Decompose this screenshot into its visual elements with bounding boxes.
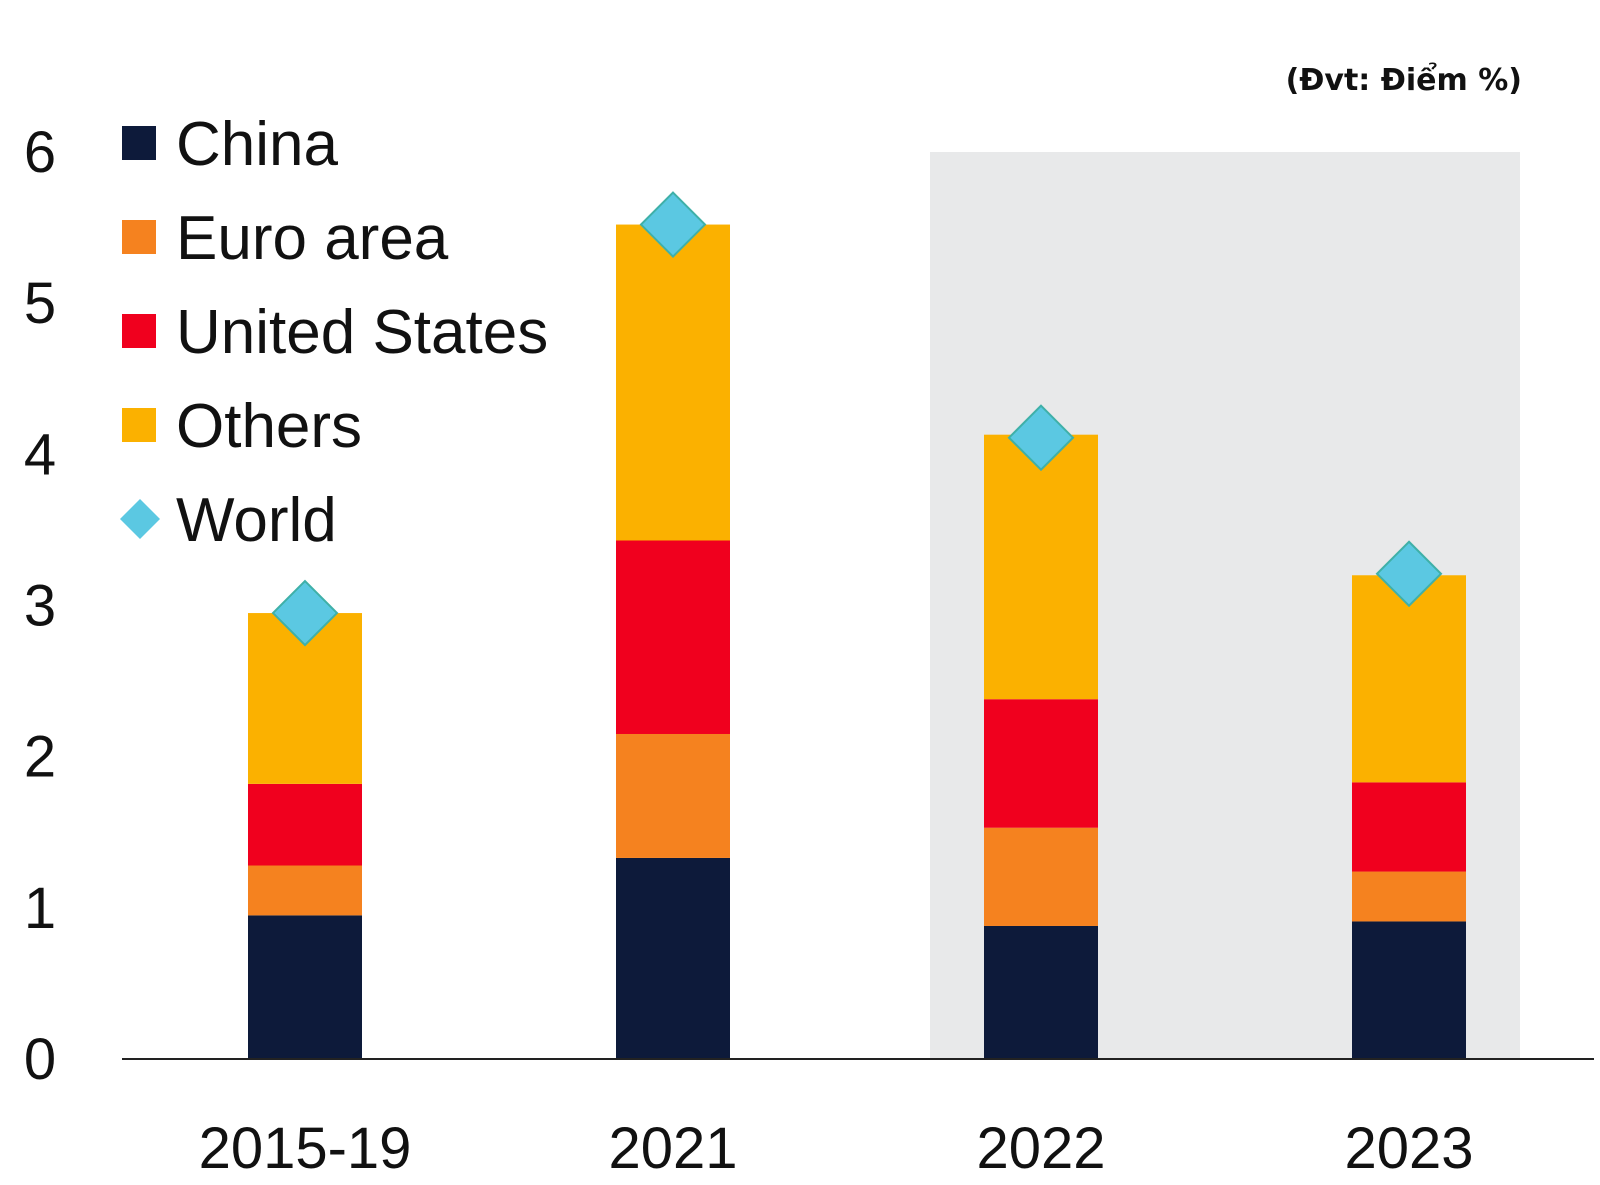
bar-euro-area-2023: [1352, 871, 1466, 922]
legend-swatch-china: [122, 126, 156, 160]
y-tick-labels: 0 1 2 3 4 5 6: [24, 120, 56, 1092]
bar-china-2021: [616, 857, 730, 1059]
bar-united-states-2022: [984, 699, 1098, 828]
x-tick-label: 2023: [1344, 1116, 1473, 1181]
world-marker-2015-19: [271, 579, 339, 647]
world-marker-group: [271, 191, 1443, 647]
legend-label: World: [176, 486, 337, 555]
legend-swatch-euro-area: [122, 220, 156, 254]
bar-united-states-2021: [616, 540, 730, 734]
bar-china-2015-19: [248, 915, 362, 1059]
y-tick-label: 3: [24, 574, 56, 639]
bar-euro-area-2021: [616, 733, 730, 858]
legend-swatch-united-states: [122, 314, 156, 348]
legend-label: United States: [176, 298, 548, 367]
y-tick-label: 6: [24, 120, 56, 185]
bar-others-2023: [1352, 575, 1466, 783]
bar-others-2021: [616, 224, 730, 541]
world-marker-2022: [1007, 404, 1075, 472]
bar-euro-area-2015-19: [248, 865, 362, 916]
x-tick-label: 2015-19: [199, 1116, 412, 1181]
legend-label: China: [176, 110, 339, 179]
unit-label: (Đvt: Điểm %): [1286, 62, 1522, 98]
y-tick-label: 5: [24, 271, 56, 336]
x-tick-label: 2021: [608, 1116, 737, 1181]
bar-united-states-2015-19: [248, 783, 362, 866]
world-marker-2021: [639, 191, 707, 258]
legend-swatch-others: [122, 408, 156, 442]
y-tick-label: 1: [24, 876, 56, 941]
bar-euro-area-2022: [984, 827, 1098, 926]
x-tick-labels: 2015-19 2021 2022 2023: [199, 1116, 1474, 1181]
world-marker-2023: [1375, 540, 1443, 608]
y-tick-label: 4: [24, 422, 56, 487]
bar-china-2022: [984, 925, 1098, 1059]
legend-label: Euro area: [176, 204, 449, 273]
y-tick-label: 0: [24, 1027, 56, 1092]
legend: China Euro area United States Others World: [120, 110, 548, 555]
bar-group: [248, 224, 1466, 1059]
y-tick-label: 2: [24, 725, 56, 790]
x-tick-label: 2022: [976, 1116, 1105, 1181]
legend-label: Others: [176, 392, 362, 461]
bar-china-2023: [1352, 921, 1466, 1059]
bar-united-states-2023: [1352, 782, 1466, 872]
legend-swatch-world: [120, 499, 160, 539]
bar-others-2022: [984, 434, 1098, 700]
